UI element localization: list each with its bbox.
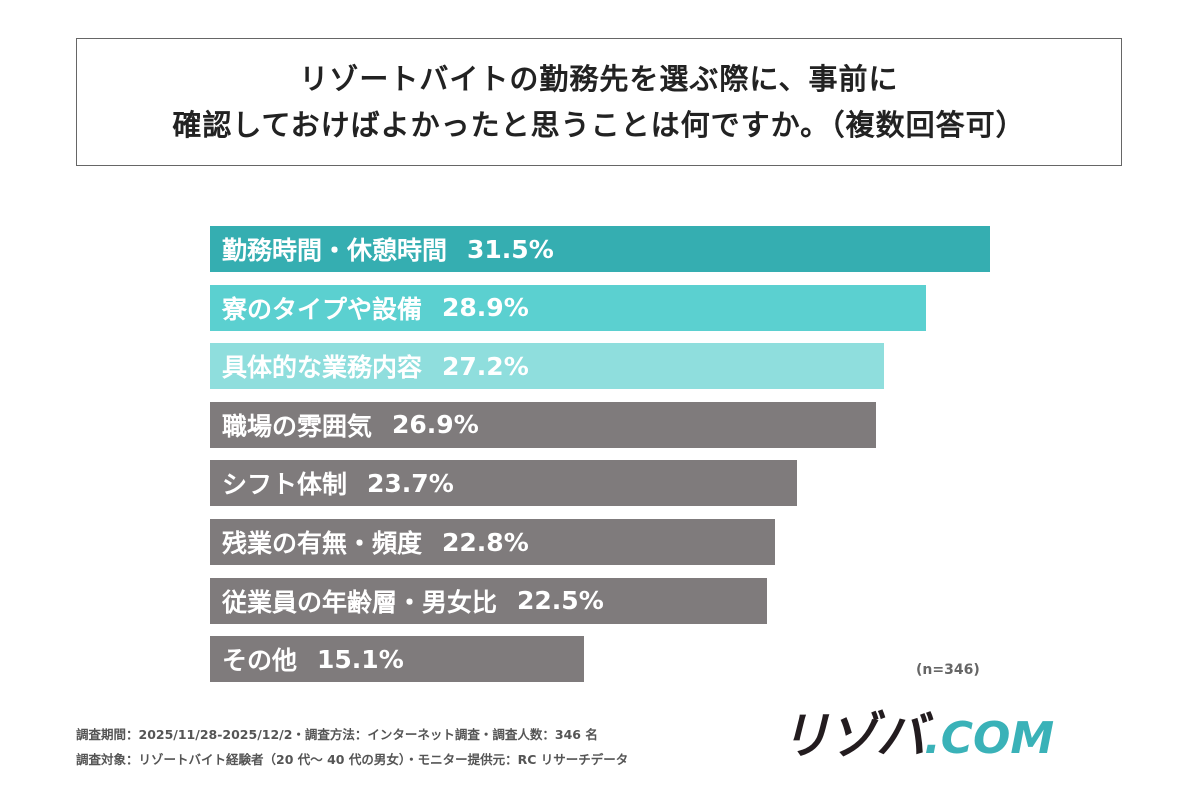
bar-label: 従業員の年齢層・男女比 22.5% (222, 578, 604, 624)
bar (210, 636, 584, 683)
category-label: 勤務時間・休憩時間 (222, 236, 448, 265)
bar-label: 職場の雰囲気 26.9% (222, 402, 479, 448)
category-label: 従業員の年齢層・男女比 (222, 587, 498, 617)
category-label: 残業の有無・頻度 (222, 529, 423, 558)
bar (210, 519, 775, 565)
value-label: 27.2% (442, 351, 529, 381)
bar-label: 具体的な業務内容 27.2% (222, 343, 529, 389)
rizoba-logo: リゾバ .COM (780, 708, 1054, 764)
value-label: 22.8% (442, 527, 529, 557)
bar-label: 寮のタイプや設備 28.9% (222, 285, 529, 331)
bar (210, 343, 884, 390)
chart-title: リゾートバイトの勤務先を選ぶ際に、事前に 確認しておけばよかったと思うことは何で… (76, 38, 1122, 166)
title-line-2: 確認しておけばよかったと思うことは何ですか。（複数回答可） (172, 108, 1026, 142)
bar-label: 残業の有無・頻度 22.8% (222, 519, 529, 565)
value-label: 31.5% (467, 234, 554, 264)
bar (210, 401, 877, 448)
logo-text-com: .COM (924, 713, 1055, 764)
value-label: 15.1% (317, 644, 404, 674)
category-label: 寮のタイプや設備 (222, 294, 423, 324)
bar (210, 577, 768, 624)
bar-label: シフト体制 23.7% (222, 460, 454, 506)
footer-survey-info: 調査期間：2025/11/28-2025/12/2・調査方法：インターネット調査… (76, 727, 598, 742)
sample-size-note: (n=346) (916, 662, 980, 678)
bar-label: その他 15.1% (222, 636, 404, 682)
value-label: 26.9% (392, 410, 479, 440)
category-label: 職場の雰囲気 (222, 411, 373, 441)
category-label: 具体的な業務内容 (222, 353, 423, 383)
bar (210, 226, 990, 272)
value-label: 23.7% (367, 468, 454, 498)
category-label: シフト体制 (222, 470, 348, 500)
value-label: 28.9% (442, 293, 529, 323)
logo-text-main: リゾバ (780, 707, 926, 765)
bar-label: 勤務時間・休憩時間 31.5% (222, 226, 554, 272)
value-label: 22.5% (517, 586, 604, 616)
category-label: その他 (222, 646, 298, 676)
footer-survey-target: 調査対象：リゾートバイト経験者（20 代～ 40 代の男女）・モニター提供元：R… (76, 752, 629, 767)
bar (210, 284, 926, 331)
title-line-1: リゾートバイトの勤務先を選ぶ際に、事前に (299, 62, 899, 96)
bar (210, 460, 797, 507)
